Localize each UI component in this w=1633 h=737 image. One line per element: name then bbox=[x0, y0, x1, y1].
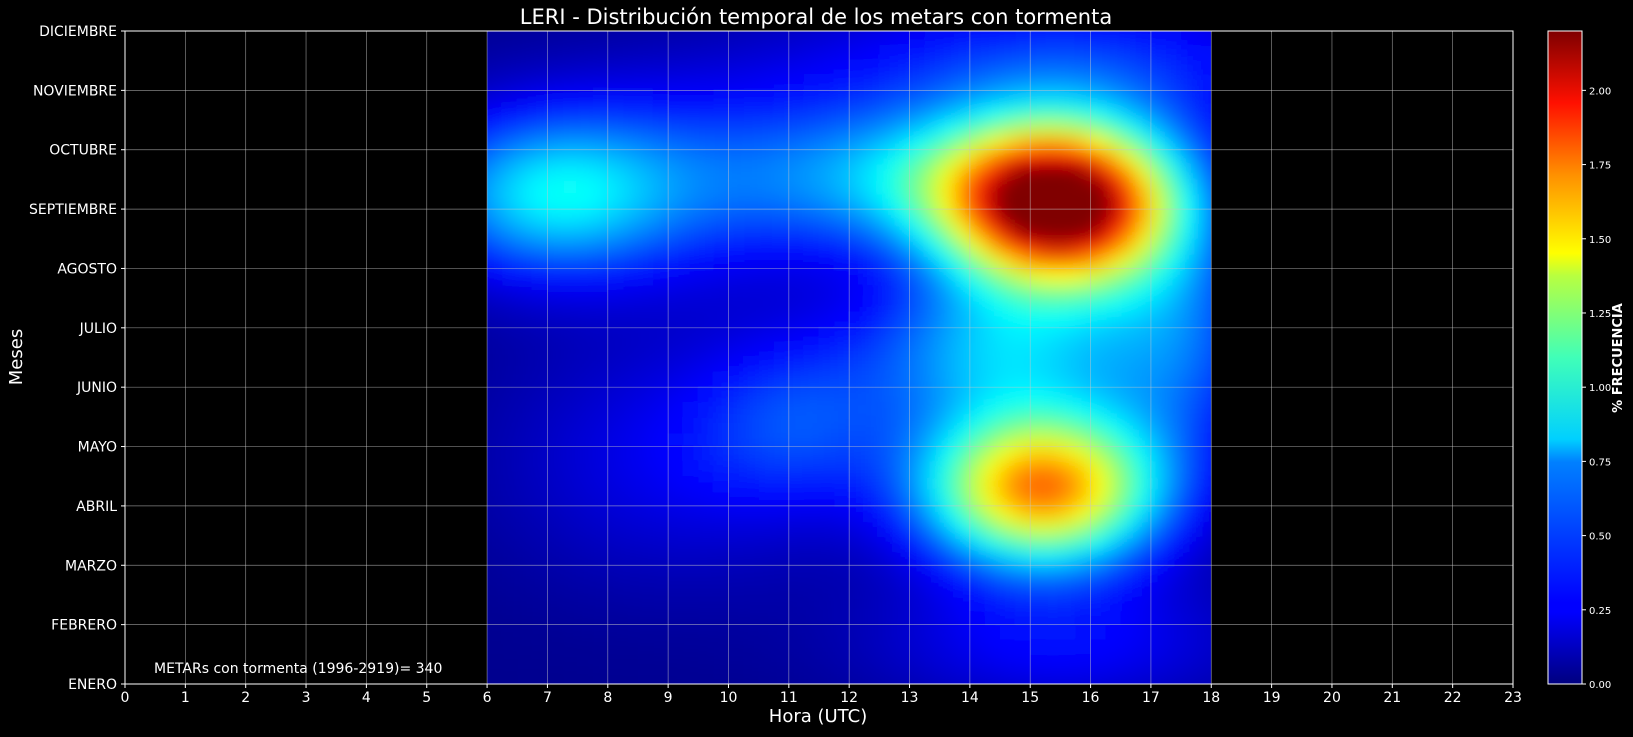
y-axis-label: Meses bbox=[6, 329, 27, 385]
x-tick-label: 5 bbox=[422, 690, 431, 706]
y-tick-label: NOVIEMBRE bbox=[33, 83, 117, 99]
metar-count-annotation: METARs con tormenta (1996-2919)= 340 bbox=[154, 661, 442, 677]
colorbar-tick-label: 0.50 bbox=[1589, 532, 1611, 543]
colorbar-gradient bbox=[1547, 30, 1583, 685]
y-tick-label: OCTUBRE bbox=[49, 143, 117, 159]
y-tick-label: AGOSTO bbox=[57, 261, 117, 277]
colorbar-tick-label: 2.00 bbox=[1589, 86, 1611, 97]
colorbar-tick-label: 1.25 bbox=[1589, 309, 1611, 320]
x-tick-label: 19 bbox=[1263, 690, 1281, 706]
y-tick-label: ENERO bbox=[68, 677, 117, 693]
x-axis-label: Hora (UTC) bbox=[769, 706, 867, 727]
y-tick-label: MAYO bbox=[78, 440, 117, 456]
x-tick-label: 18 bbox=[1202, 690, 1220, 706]
colorbar-ticks: 0.00 0.25 0.50 0.75 1.00 1.25 1.50 1.75 2.00 bbox=[1582, 86, 1611, 691]
x-tick-label: 11 bbox=[780, 690, 798, 706]
colorbar-tick-label: 1.75 bbox=[1589, 161, 1611, 172]
x-tick-label: 7 bbox=[543, 690, 552, 706]
x-tick-label: 15 bbox=[1021, 690, 1039, 706]
x-tick-label: 2 bbox=[241, 690, 250, 706]
y-tick-label: JULIO bbox=[79, 321, 117, 337]
heatmap-data-region bbox=[487, 31, 1212, 684]
colorbar-tick-label: 1.00 bbox=[1589, 383, 1611, 394]
y-tick-label: ABRIL bbox=[76, 499, 117, 515]
colorbar-tick-label: 0.25 bbox=[1589, 606, 1611, 617]
x-tick-label: 14 bbox=[961, 690, 979, 706]
x-tick-label: 6 bbox=[483, 690, 492, 706]
x-tick-label: 13 bbox=[901, 690, 919, 706]
x-tick-label: 17 bbox=[1142, 690, 1160, 706]
x-tick-label: 8 bbox=[603, 690, 612, 706]
y-tick-label: SEPTIEMBRE bbox=[29, 202, 117, 218]
y-tick-label: DICIEMBRE bbox=[39, 24, 117, 40]
chart-title: LERI - Distribución temporal de los meta… bbox=[520, 5, 1112, 29]
x-tick-label: 0 bbox=[121, 690, 130, 706]
x-tick-label: 21 bbox=[1383, 690, 1401, 706]
y-axis-ticks: ENERO FEBRERO MARZO ABRIL MAYO JUNIO JULIO AGOS… bbox=[29, 24, 125, 693]
colorbar-tick-label: 1.50 bbox=[1589, 235, 1611, 246]
y-tick-label: MARZO bbox=[65, 558, 117, 574]
grid-lines bbox=[125, 31, 1513, 684]
x-tick-label: 12 bbox=[840, 690, 858, 706]
x-tick-label: 9 bbox=[664, 690, 673, 706]
y-tick-label: FEBRERO bbox=[51, 618, 117, 634]
x-tick-label: 10 bbox=[720, 690, 738, 706]
colorbar-tick-label: 0.00 bbox=[1589, 680, 1611, 691]
x-tick-label: 1 bbox=[181, 690, 190, 706]
colorbar-tick-label: 0.75 bbox=[1589, 457, 1611, 468]
x-tick-label: 3 bbox=[302, 690, 311, 706]
colorbar-label: % FRECUENCIA bbox=[1611, 303, 1626, 413]
x-tick-label: 23 bbox=[1504, 690, 1522, 706]
x-axis-ticks: 0 1 2 3 4 5 6 7 8 9 10 11 12 13 14 15 16 17 18 19 20 21 22 23 bbox=[121, 684, 1522, 706]
plot-frame bbox=[124, 30, 1514, 685]
colorbar: 0.00 0.25 0.50 0.75 1.00 1.25 1.50 1.75 2.00 % F… bbox=[1547, 30, 1626, 691]
x-tick-label: 20 bbox=[1323, 690, 1341, 706]
y-tick-label: JUNIO bbox=[76, 380, 117, 396]
x-tick-label: 16 bbox=[1082, 690, 1100, 706]
x-tick-label: 4 bbox=[362, 690, 371, 706]
x-tick-label: 22 bbox=[1444, 690, 1462, 706]
